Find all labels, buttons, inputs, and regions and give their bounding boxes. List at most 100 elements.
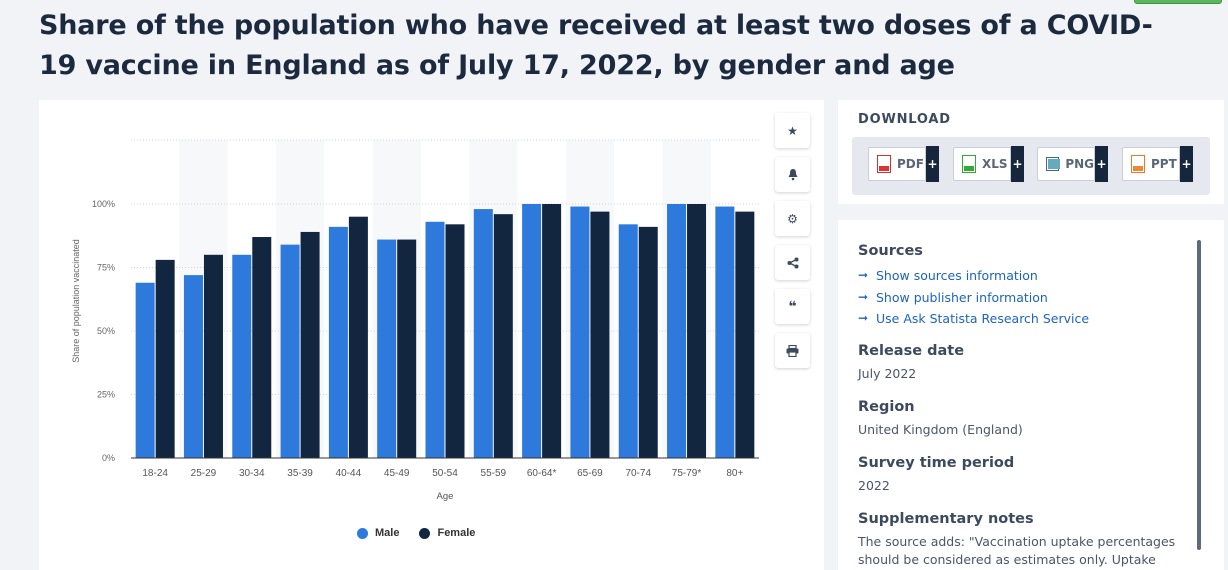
x-tick-label: 30-34 [239,468,265,479]
gear-icon[interactable]: ⚙ [775,201,810,236]
bar-male-50-54 [425,221,445,458]
arrow-right-icon: ➞ [858,311,869,325]
region-heading: Region [858,398,915,415]
x-tick-label: 25-29 [191,468,217,479]
legend-item-male[interactable]: Male [357,527,399,539]
top-action-button[interactable] [1134,0,1222,4]
x-tick-label: 40-44 [336,468,362,479]
bar-female-50-54 [445,224,465,458]
ask-statista-label: Use Ask Statista Research Service [876,311,1090,326]
bar-male-75-79* [667,204,687,458]
download-png-plus[interactable]: + [1095,146,1108,182]
page-title: Share of the population who have receive… [39,10,1153,81]
y-tick-label: 25% [97,390,115,400]
arrow-right-icon: ➞ [858,268,869,282]
bar-female-18-24 [155,259,175,458]
arrow-right-icon: ➞ [858,289,869,304]
chart-legend: Male Female [357,527,475,539]
legend-label-female: Female [437,527,476,539]
bar-male-80+ [715,206,735,458]
download-pdf-plus[interactable]: + [926,146,939,182]
download-panel: DOWNLOAD PDF + XLS + PNG + [838,100,1224,204]
bar-male-65-69 [570,206,590,458]
download-pdf-label: PDF [897,157,924,171]
legend-dot-male [357,527,368,539]
x-tick-label: 60-64* [527,468,557,479]
bar-male-18-24 [135,282,155,458]
show-publisher-label: Show publisher information [876,289,1048,305]
download-png-main: PNG [1037,147,1095,181]
bar-male-45-49 [377,239,397,458]
download-ppt-main: PPT [1122,147,1180,181]
download-xls-button[interactable]: XLS + [953,146,1024,183]
y-tick-label: 100% [92,199,115,209]
download-ppt-plus[interactable]: + [1180,146,1193,182]
bar-female-45-49 [397,239,417,458]
bar-male-35-39 [280,244,300,458]
png-file-icon [1046,157,1060,171]
bar-female-80+ [735,211,755,458]
bar-female-65-69 [590,211,610,458]
show-sources-label: Show sources information [876,268,1038,283]
download-button-bar: PDF + XLS + PNG + PPT + [852,137,1210,195]
y-axis-title: Share of population vaccinated [71,239,81,363]
share-icon[interactable] [775,245,810,280]
print-icon[interactable] [775,333,810,368]
download-title: DOWNLOAD [858,112,951,127]
y-tick-label: 75% [97,263,115,273]
download-xls-label: XLS [982,157,1008,171]
show-sources-link[interactable]: ➞ Show sources information [858,265,1193,287]
info-panel: Sources ➞ Show sources information ➞ Show … [838,220,1224,570]
bar-male-40-44 [328,226,348,458]
bar-female-75-79* [687,204,707,458]
bar-female-70-74 [638,226,658,458]
legend-item-female[interactable]: Female [419,527,475,539]
download-ppt-label: PPT [1151,157,1177,171]
bar-female-25-29 [203,254,223,458]
bar-female-35-39 [300,231,320,458]
x-tick-label: 18-24 [142,468,168,479]
bar-chart: 0% 25% 50% 75% 100% 18-24 25-29 30-34 35-39 40-44… [71,139,759,502]
supplementary-notes-value: The source adds: "Vaccination uptake per… [858,533,1176,567]
release-date-heading: Release date [858,342,965,359]
supplementary-notes-heading: Supplementary notes [858,510,1034,527]
show-publisher-link[interactable]: ➞ Show publisher information [858,287,1193,309]
download-pdf-button[interactable]: PDF + [868,146,939,183]
star-icon[interactable]: ★ [775,113,810,148]
bar-female-60-64* [542,204,562,458]
x-tick-label: 70-74 [625,468,651,479]
y-tick-label: 50% [97,326,115,336]
download-pdf-main: PDF [868,147,926,181]
bell-icon[interactable] [775,157,810,192]
legend-dot-female [419,527,431,539]
ask-statista-link[interactable]: ➞ Use Ask Statista Research Service [858,308,1193,330]
bar-male-60-64* [522,204,542,458]
x-tick-label: 75-79* [672,468,702,479]
bar-female-30-34 [252,237,272,458]
survey-period-heading: Survey time period [858,454,1015,471]
region-value: United Kingdom (England) [858,421,1023,437]
quote-icon[interactable]: ❝ [775,289,810,324]
chart-card: 0% 25% 50% 75% 100% 18-24 25-29 30-34 35-39 40-44… [39,100,824,570]
download-ppt-button[interactable]: PPT + [1122,146,1193,183]
bar-male-25-29 [183,275,203,458]
bar-female-55-59 [493,214,513,458]
download-xls-main: XLS [953,147,1011,181]
y-tick-label: 0% [102,453,115,463]
bar-female-40-44 [348,216,368,458]
info-scrollbar[interactable] [1197,240,1201,550]
bar-male-30-34 [232,254,252,458]
x-tick-label: 45-49 [384,468,410,479]
bar-male-55-59 [473,209,493,458]
bar-male-70-74 [618,224,638,458]
download-png-button[interactable]: PNG + [1037,146,1108,183]
x-tick-label: 80+ [726,468,743,479]
download-xls-plus[interactable]: + [1011,146,1024,182]
sources-heading: Sources [858,243,923,259]
survey-period-value: 2022 [858,477,890,493]
release-date-value: July 2022 [858,365,917,381]
x-tick-label: 65-69 [577,468,603,479]
x-tick-label: 50-54 [432,468,458,479]
ppt-file-icon [1131,155,1145,173]
x-tick-label: 55-59 [481,468,507,479]
